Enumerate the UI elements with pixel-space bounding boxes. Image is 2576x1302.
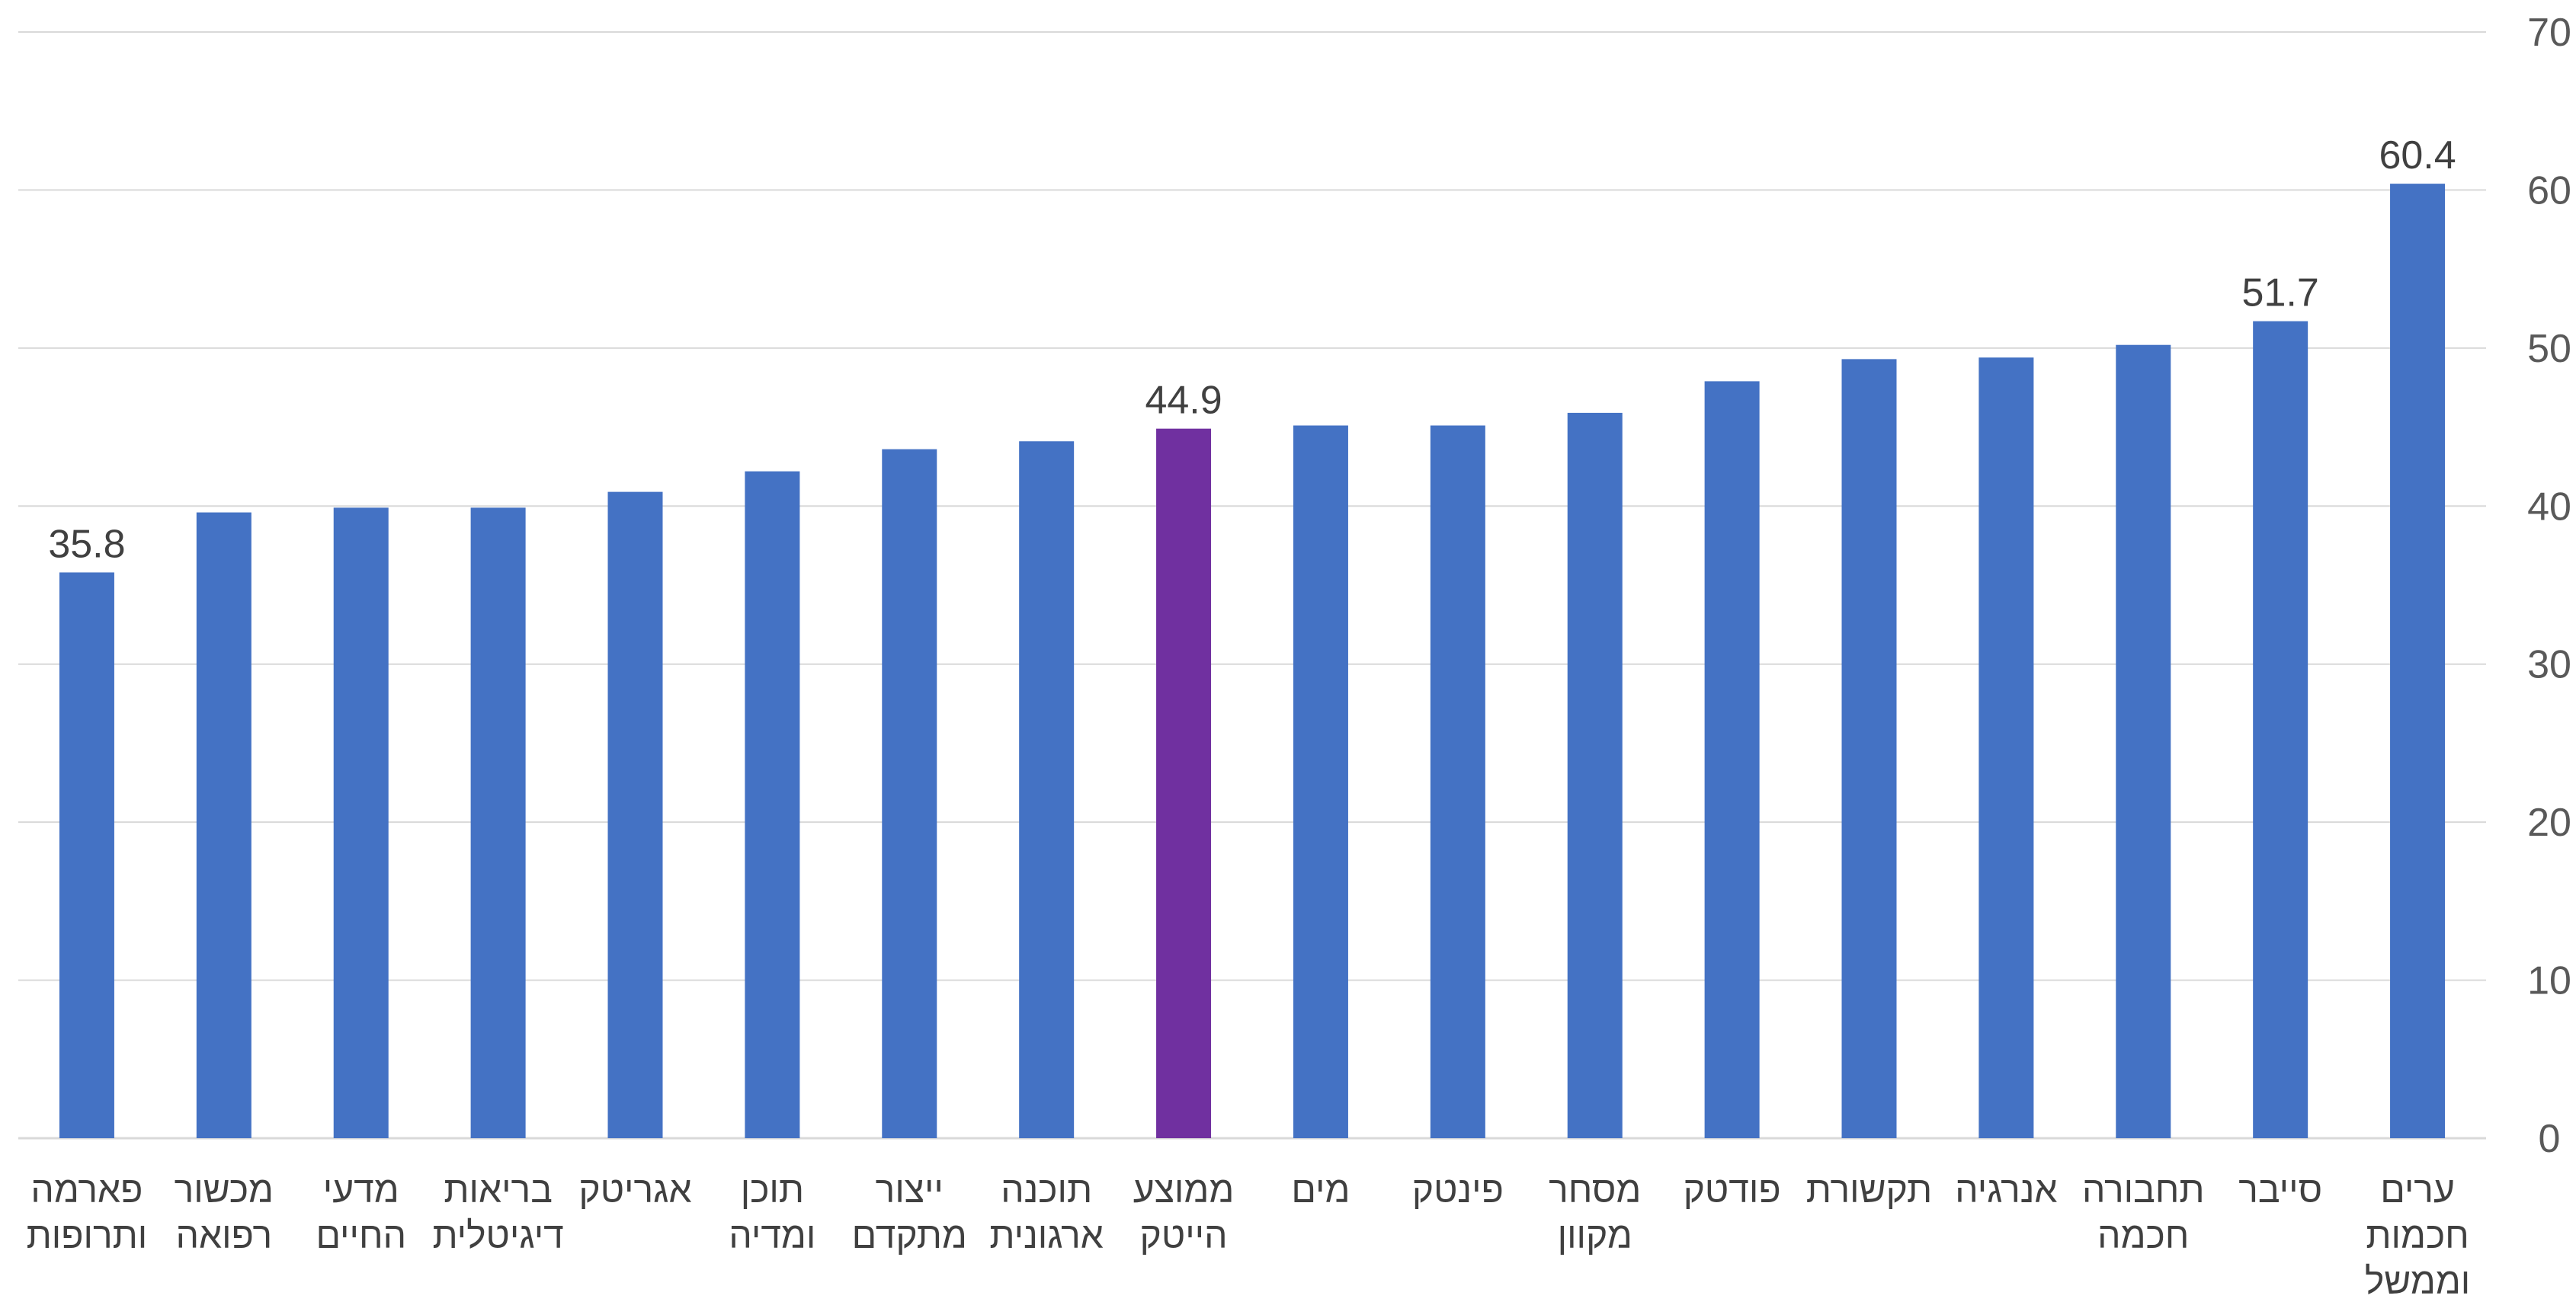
x-tick-label-line: ותרופות <box>27 1216 148 1256</box>
x-tick-label-line: בריאות <box>444 1170 553 1211</box>
bar[interactable] <box>2390 184 2446 1138</box>
x-tick-label-line: הייטק <box>1140 1216 1228 1256</box>
x-tick-label-line: מים <box>1291 1170 1350 1211</box>
x-tick-label-line: מקוון <box>1558 1216 1632 1256</box>
y-tick-label: 10 <box>2527 959 2571 1003</box>
bar[interactable] <box>2253 321 2308 1139</box>
x-tick-label-line: ממוצע <box>1133 1170 1235 1211</box>
x-tick-label: ייצור מתקדם <box>852 1170 967 1256</box>
bar[interactable] <box>59 572 114 1138</box>
x-tick-label-line: תחבורה <box>2082 1170 2205 1211</box>
y-tick-label: 0 <box>2539 1117 2561 1161</box>
bar[interactable] <box>1704 381 1760 1139</box>
y-axis-ticks: 0 10 20 30 40 50 60 70 <box>2527 11 2571 1161</box>
x-tick-label: סייבר <box>2238 1170 2322 1211</box>
y-tick-label: 20 <box>2527 801 2571 845</box>
gridlines <box>18 31 2486 1140</box>
data-label: 51.7 <box>2242 271 2319 315</box>
x-tick-label: ממוצע הייטק <box>1133 1170 1235 1256</box>
x-tick-label-line: סייבר <box>2238 1170 2322 1211</box>
y-tick-label: 60 <box>2527 168 2571 213</box>
x-tick-label-line: אנרגיה <box>1955 1170 2057 1211</box>
bar[interactable] <box>1430 425 1485 1138</box>
x-tick-label-line: פינטק <box>1412 1170 1504 1211</box>
x-tick-label-line: תוכן <box>741 1170 804 1211</box>
data-label: 60.4 <box>2379 133 2456 178</box>
x-tick-label-line: פארמה <box>30 1170 143 1211</box>
bar[interactable] <box>470 507 526 1138</box>
x-tick-label: מדעי החיים <box>316 1170 406 1256</box>
y-tick-label: 70 <box>2527 11 2571 55</box>
y-tick-label: 30 <box>2527 643 2571 687</box>
bar[interactable] <box>1567 412 1623 1138</box>
x-tick-label-line: מדעי <box>323 1170 399 1211</box>
x-tick-label-line: חכמה <box>2097 1216 2189 1256</box>
x-tick-label: תקשורת <box>1806 1170 1932 1211</box>
x-tick-label-line: החיים <box>316 1216 406 1256</box>
x-tick-label-line: ומדיה <box>729 1216 815 1256</box>
x-tick-label-line: וממשל <box>2365 1262 2470 1302</box>
y-tick-label: 40 <box>2527 485 2571 529</box>
x-tick-label: אנרגיה <box>1955 1170 2057 1211</box>
bar[interactable] <box>607 491 663 1138</box>
x-tick-label: תוכן ומדיה <box>729 1170 815 1256</box>
x-tick-label-line: אגריטק <box>578 1170 691 1211</box>
bar[interactable] <box>333 507 389 1138</box>
y-tick-label: 50 <box>2527 327 2571 371</box>
bar[interactable] <box>196 512 252 1138</box>
data-labels: 35.8 44.9 51.7 60.4 <box>48 133 2456 566</box>
x-tick-label: ערים חכמות וממשל <box>2365 1170 2470 1302</box>
bar[interactable] <box>1293 425 1348 1138</box>
x-tick-label: תחבורה חכמה <box>2082 1170 2205 1256</box>
x-tick-label-line: דיגיטלית <box>432 1216 563 1256</box>
bar[interactable] <box>882 449 937 1138</box>
x-tick-label-line: ערים <box>2380 1170 2455 1211</box>
x-tick-label-line: מכשור <box>175 1170 274 1211</box>
bar[interactable] <box>1978 357 2034 1138</box>
bar[interactable] <box>745 471 800 1138</box>
x-tick-label: בריאות דיגיטלית <box>432 1170 563 1256</box>
x-tick-label: תוכנה ארגונית <box>989 1170 1104 1256</box>
x-tick-label-line: ייצור <box>876 1170 944 1211</box>
bar[interactable] <box>2116 344 2171 1139</box>
x-tick-label-line: ארגונית <box>989 1216 1104 1256</box>
x-tick-label-line: חכמות <box>2366 1216 2469 1256</box>
data-label: 44.9 <box>1145 379 1222 423</box>
x-tick-label: פארמה ותרופות <box>27 1170 148 1256</box>
bar-highlight[interactable] <box>1156 428 1212 1138</box>
x-tick-label: אגריטק <box>578 1170 691 1211</box>
x-tick-label: מסחר מקוון <box>1549 1170 1641 1256</box>
bars <box>59 184 2446 1139</box>
x-tick-label-line: תוכנה <box>1001 1170 1092 1211</box>
x-tick-label-line: תקשורת <box>1806 1170 1932 1211</box>
bar[interactable] <box>1841 359 1897 1138</box>
x-tick-label-line: מתקדם <box>852 1216 967 1256</box>
x-tick-label: פינטק <box>1412 1170 1504 1211</box>
x-tick-label: מכשור רפואה <box>175 1170 274 1256</box>
category-labels: פארמה ותרופות מכשור רפואה מדעי החיים בריאות דיג… <box>27 1170 2471 1302</box>
x-tick-label-line: פודטק <box>1684 1170 1781 1211</box>
x-tick-label: מים <box>1291 1170 1350 1211</box>
x-tick-label: פודטק <box>1684 1170 1781 1211</box>
bar[interactable] <box>1019 441 1075 1138</box>
data-label: 35.8 <box>48 522 125 566</box>
x-tick-label-line: מסחר <box>1549 1170 1641 1211</box>
x-tick-label-line: רפואה <box>176 1216 273 1256</box>
